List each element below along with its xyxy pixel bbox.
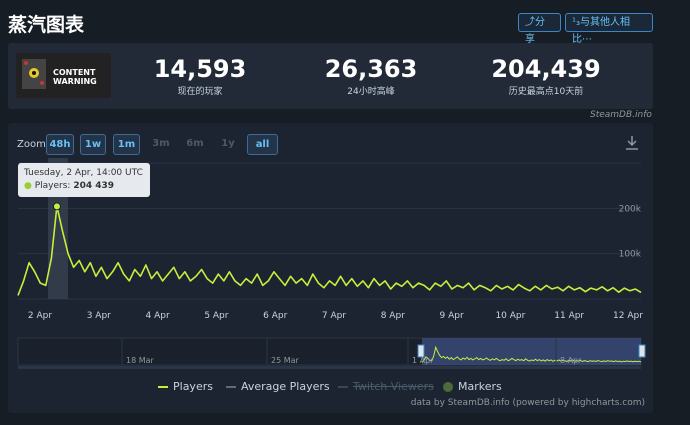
navigator-series-line: [421, 345, 642, 363]
x-tick-label: 10 Apr: [495, 311, 525, 321]
stat-24h-peak: 26,363 24小时高峰: [296, 55, 446, 97]
chart-credit: data by SteamDB.info (powered by highcha…: [410, 398, 645, 408]
navigator-scrollbar: [18, 366, 641, 369]
logo-line-1: CONTENT: [53, 68, 96, 77]
x-tick-label: 4 Apr: [146, 311, 170, 321]
download-icon[interactable]: [625, 135, 639, 151]
stat-value: 26,363: [324, 55, 418, 83]
x-tick-label: 6 Apr: [263, 311, 287, 321]
x-tick-label: 5 Apr: [204, 311, 228, 321]
x-tick-label: 12 Apr: [613, 311, 643, 321]
tooltip-dot-icon: ●: [24, 181, 32, 191]
legend-players-swatch: [158, 386, 168, 388]
steamdb-watermark: SteamDB.info: [590, 110, 652, 120]
logo-line-2: WARNING: [53, 77, 97, 86]
legend-twitch-viewers[interactable]: Twitch Viewers: [338, 380, 434, 393]
stat-value: 204,439: [491, 55, 601, 83]
warning-eye-icon: [16, 53, 111, 98]
peak-point: [52, 202, 61, 211]
zoom-48h-button[interactable]: 48h: [46, 134, 74, 155]
tooltip-date: Tuesday, 2 Apr, 14:00 UTC: [24, 168, 143, 178]
share-icon: ⤴: [525, 17, 535, 28]
tooltip-series: Players:: [34, 181, 71, 191]
y-tick-label: 100k: [619, 250, 642, 260]
legend-label: Markers: [458, 380, 502, 393]
legend-markers-swatch: [443, 382, 453, 392]
compare-button[interactable]: ¹₃与其他人相比⋯: [565, 13, 653, 45]
legend-label: Twitch Viewers: [353, 380, 434, 393]
y-tick-label: 200k: [619, 204, 642, 214]
x-tick-label: 7 Apr: [322, 311, 346, 321]
navigator-label: 25 Mar: [271, 356, 300, 365]
tooltip-row: ● Players: 204 439: [24, 180, 144, 193]
x-tick-label: 11 Apr: [554, 311, 584, 321]
stat-current-players: 14,593 现在的玩家: [125, 55, 275, 97]
legend-markers[interactable]: Markers: [443, 380, 502, 393]
zoom-1m-button[interactable]: 1m: [113, 134, 140, 155]
navigator-handle-right: [638, 344, 646, 358]
stat-value: 14,593: [153, 55, 247, 83]
legend-average-players[interactable]: Average Players: [226, 380, 330, 393]
navigator-label: 8 Apr: [560, 356, 582, 365]
navigator-handle-left: [417, 344, 425, 358]
stat-all-time-peak: 204,439 历史最高点10天前: [471, 55, 621, 97]
legend-label: Players: [173, 380, 213, 393]
share-button[interactable]: ⤴分享: [518, 13, 561, 45]
zoom-6m-button[interactable]: 6m: [186, 138, 204, 149]
chart-panel: Zoom 48h 1w 1m 3m 6m 1y all 100k 200k 2 Ap…: [8, 123, 653, 413]
stat-label: 24小时高峰: [347, 87, 395, 97]
zoom-all-button[interactable]: all: [247, 134, 278, 155]
legend-average-swatch: [226, 386, 236, 388]
tooltip-value: 204 439: [73, 181, 115, 191]
navigator-selection: [422, 338, 641, 365]
players-chart: 100k 200k 2 Apr 3 Apr 4 Apr 5 Apr 6 Apr 7 Apr 8 …: [17, 158, 646, 369]
zoom-1w-button[interactable]: 1w: [80, 134, 106, 155]
x-tick-label: 2 Apr: [28, 311, 52, 321]
x-tick-label: 9 Apr: [440, 311, 464, 321]
x-tick-label: 8 Apr: [381, 311, 405, 321]
stat-label: 历史最高点10天前: [508, 87, 584, 97]
navigator-label: 18 Mar: [126, 356, 155, 365]
zoom-3m-button[interactable]: 3m: [152, 138, 170, 149]
chart-tooltip: Tuesday, 2 Apr, 14:00 UTC ● Players: 204…: [18, 163, 150, 197]
legend-twitch-swatch: [338, 386, 348, 388]
stat-label: 现在的玩家: [177, 87, 223, 97]
page-title: 蒸汽图表: [8, 14, 85, 36]
navigator-label: 1 Apr: [412, 356, 434, 365]
stats-panel: CONTENT WARNING 14,593 现在的玩家 26,363 24小时高…: [8, 43, 653, 109]
legend-players[interactable]: Players: [158, 380, 213, 393]
players-series-line: [17, 205, 642, 296]
legend-label: Average Players: [241, 380, 330, 393]
zoom-1y-button[interactable]: 1y: [221, 138, 235, 149]
x-tick-label: 3 Apr: [87, 311, 111, 321]
zoom-label: Zoom: [17, 139, 46, 150]
game-logo: CONTENT WARNING: [16, 53, 111, 98]
share-label: 分享: [525, 17, 545, 45]
